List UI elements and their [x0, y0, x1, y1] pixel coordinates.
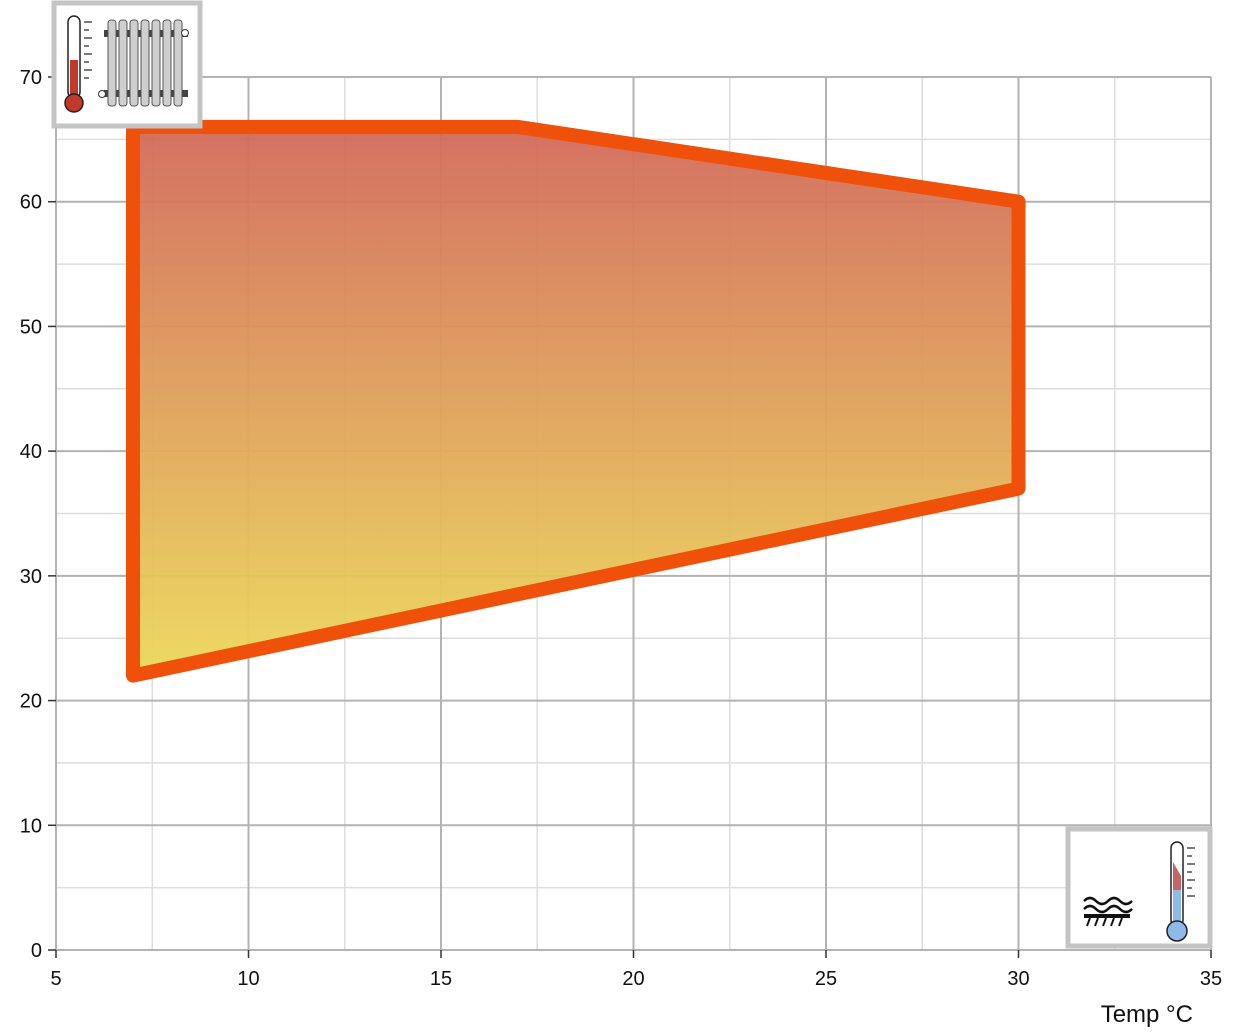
x-tick-label: 25: [815, 968, 837, 990]
y-tick-label: 0: [31, 940, 42, 962]
radiator-icon: [98, 19, 189, 107]
x-tick-label: 15: [430, 968, 452, 990]
x-tick-label: 35: [1200, 968, 1222, 990]
x-axis-ticks: 5 10 15 20 25 30 35: [50, 950, 1222, 990]
thermometer-icon: [64, 15, 92, 113]
x-axis-title: Temp °C: [1101, 1001, 1193, 1028]
floor-heating-thermometer-icon: [1065, 826, 1213, 949]
y-tick-label: 60: [20, 192, 42, 214]
y-axis-ticks: 0 10 20 30 40 50 60 70: [20, 67, 56, 962]
operating-area-fill: [133, 126, 1019, 676]
thermometer-icon: [1166, 841, 1195, 942]
thermometer-radiator-icon: [51, 0, 203, 129]
y-tick-label: 40: [20, 441, 42, 463]
y-tick-label: 10: [20, 815, 42, 837]
y-tick-label: 30: [20, 566, 42, 588]
operating-area-outline: [126, 119, 1026, 683]
y-tick-label: 50: [20, 316, 42, 338]
series-layer: [126, 119, 1026, 683]
x-tick-label: 10: [237, 968, 259, 990]
y-tick-label: 70: [20, 67, 42, 89]
y-tick-label: 20: [20, 691, 42, 713]
x-tick-label: 30: [1007, 968, 1029, 990]
x-tick-label: 5: [50, 968, 61, 990]
x-tick-label: 20: [622, 968, 644, 990]
floor-heating-icon: [1083, 896, 1133, 927]
